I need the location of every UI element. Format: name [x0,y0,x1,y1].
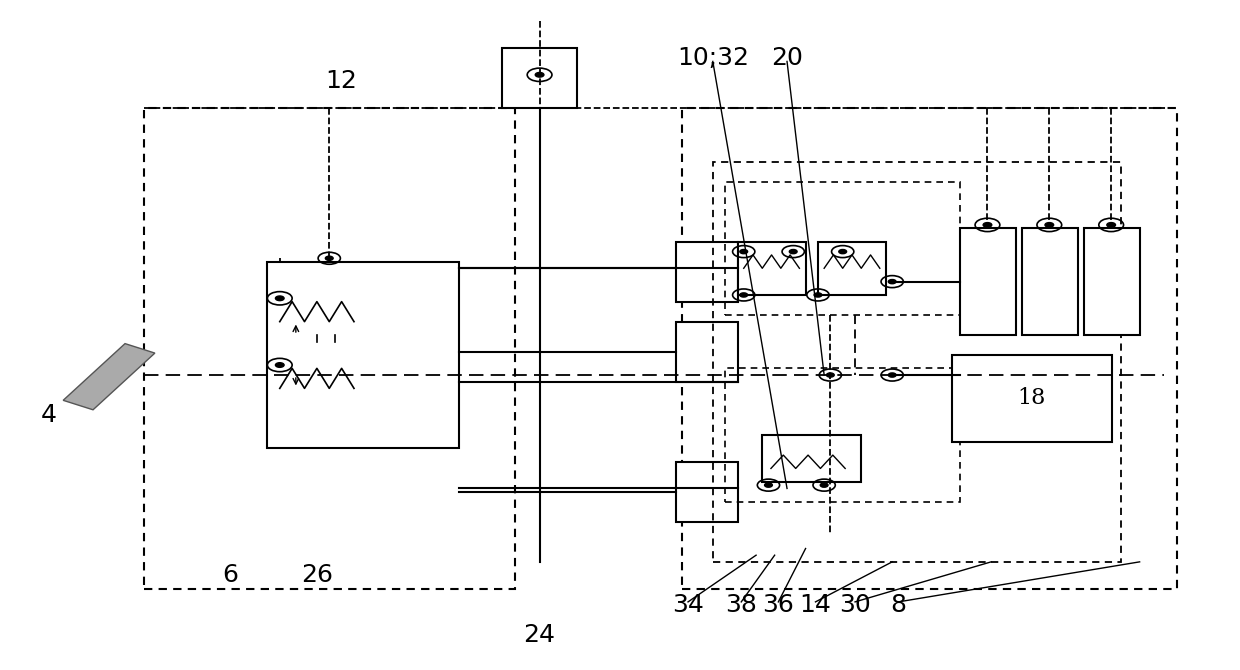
Text: 20: 20 [771,46,804,70]
Text: 18: 18 [1018,387,1047,409]
Bar [268,261,459,448]
Bar [818,242,887,295]
Bar [144,108,515,588]
Circle shape [983,222,992,227]
Circle shape [820,483,828,487]
Text: 6: 6 [222,563,238,587]
Bar [763,435,862,482]
Text: 24: 24 [523,623,556,647]
Bar [676,322,738,382]
Text: 12: 12 [326,70,357,93]
Circle shape [275,296,284,301]
Text: 38: 38 [725,593,758,617]
Text: 8: 8 [890,593,906,617]
Text: 30: 30 [839,593,870,617]
Bar [960,228,1016,335]
Text: 4: 4 [41,403,56,427]
Bar [676,462,738,522]
Bar [725,369,960,502]
Circle shape [888,279,897,283]
Text: 14: 14 [800,593,831,617]
Bar [1022,228,1078,335]
Bar [676,242,738,302]
Text: 36: 36 [763,593,795,617]
Circle shape [1107,222,1116,227]
Circle shape [790,249,797,254]
Circle shape [826,373,835,377]
Bar [1084,228,1140,335]
Circle shape [536,72,544,77]
Circle shape [740,293,748,297]
Bar [713,161,1121,562]
Bar [682,108,1177,588]
Bar [725,182,960,315]
Circle shape [275,362,284,367]
Circle shape [1045,222,1054,227]
Circle shape [325,256,334,261]
Circle shape [765,483,773,487]
Text: 26: 26 [301,563,332,587]
Text: 10;32: 10;32 [677,46,749,70]
Bar [738,242,806,295]
Circle shape [740,249,748,254]
Circle shape [838,249,847,254]
FancyArrow shape [63,344,155,410]
Bar [951,355,1112,442]
Circle shape [888,373,897,377]
Bar [502,48,577,108]
Circle shape [813,293,822,297]
Text: 34: 34 [672,593,704,617]
